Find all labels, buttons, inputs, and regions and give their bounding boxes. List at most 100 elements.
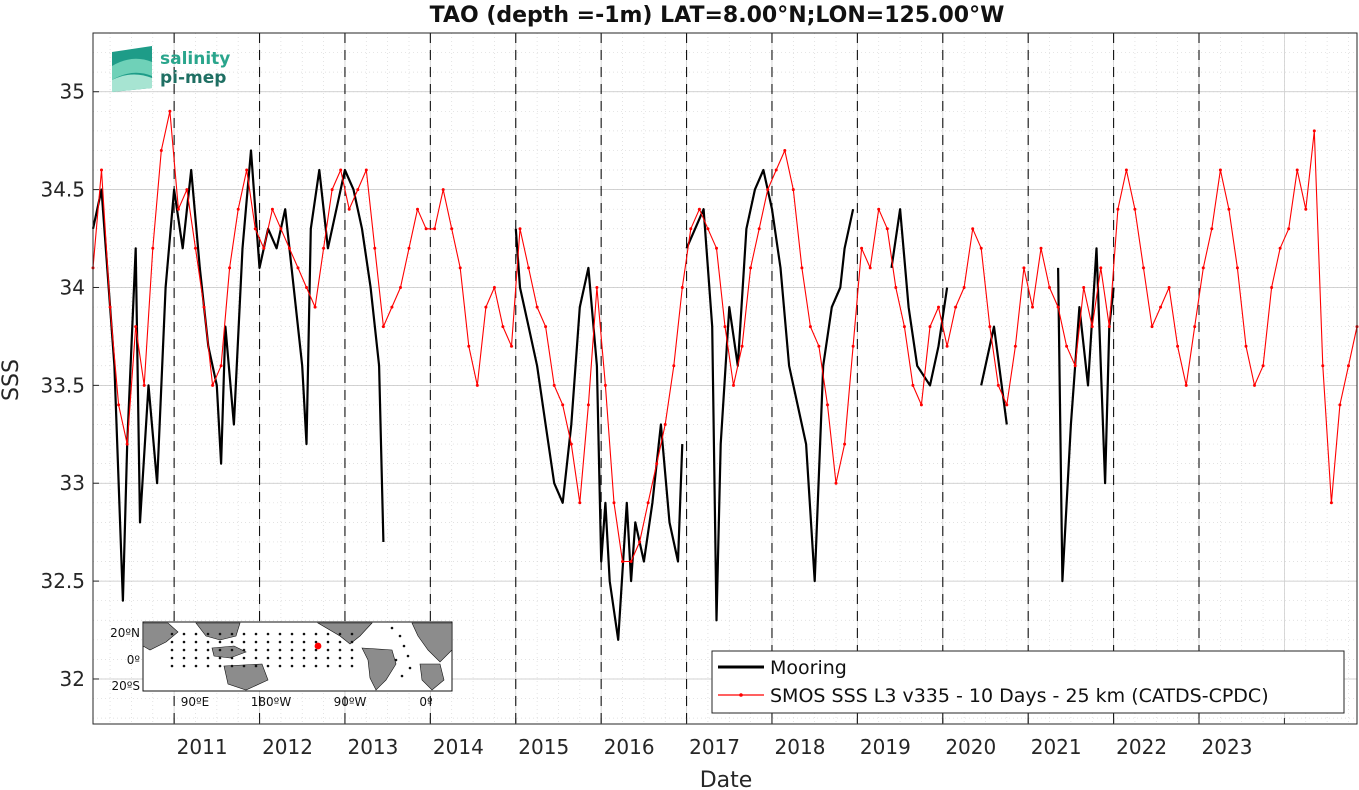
x-tick-label: 2011 — [177, 735, 228, 759]
data-point-smos — [544, 325, 548, 329]
data-point-smos — [1227, 207, 1231, 211]
data-point-smos — [971, 227, 975, 231]
data-point-smos — [492, 286, 496, 289]
buoy-marker — [182, 648, 186, 652]
data-point-smos — [313, 305, 317, 309]
data-point-smos — [1005, 403, 1009, 407]
data-point-smos — [928, 325, 932, 329]
buoy-marker — [290, 656, 294, 660]
data-point-smos — [356, 188, 360, 192]
x-tick-label: 2012 — [262, 735, 313, 759]
buoy-marker — [242, 640, 246, 644]
buoy-marker — [338, 640, 342, 644]
data-point-smos — [1099, 266, 1103, 270]
data-point-smos — [1193, 325, 1197, 329]
buoy-marker — [350, 640, 354, 644]
data-point-smos — [808, 325, 812, 329]
map-lat-label-20s: 20ºS — [111, 679, 140, 693]
data-point-smos — [1321, 364, 1325, 368]
buoy-marker — [278, 640, 282, 644]
data-point-smos — [236, 207, 240, 211]
y-tick-label: 33 — [60, 471, 85, 495]
buoy-marker — [278, 648, 282, 652]
data-point-smos — [1116, 207, 1120, 211]
x-tick-label: 2019 — [860, 735, 911, 759]
data-point-smos — [996, 383, 1000, 387]
data-point-smos — [1048, 286, 1051, 289]
data-point-smos — [1031, 305, 1034, 309]
buoy-marker — [206, 640, 210, 644]
data-point-smos — [510, 344, 513, 348]
data-point-smos — [142, 383, 146, 387]
data-point-smos — [441, 188, 445, 192]
buoy-marker — [242, 664, 246, 668]
series-line-mooring — [91, 149, 1115, 641]
data-point-smos — [774, 168, 778, 172]
data-point-smos — [211, 383, 215, 387]
data-point-smos — [535, 305, 539, 309]
data-point-smos — [407, 246, 411, 250]
data-point-smos — [1039, 246, 1043, 250]
buoy-marker — [218, 648, 222, 652]
data-point-smos — [646, 501, 650, 505]
buoy-marker — [402, 644, 406, 648]
buoy-marker — [230, 648, 234, 652]
buoy-marker — [408, 666, 412, 670]
buoy-marker — [266, 664, 270, 668]
data-point-smos — [800, 266, 804, 270]
buoy-marker — [206, 632, 210, 636]
y-axis-label: SSS — [0, 359, 24, 401]
data-point-smos — [475, 383, 479, 387]
data-point-smos — [1013, 344, 1017, 348]
data-point-smos — [894, 286, 898, 289]
buoy-marker — [338, 648, 342, 652]
data-point-smos — [125, 442, 129, 446]
buoy-marker — [218, 632, 222, 636]
data-point-smos — [467, 344, 471, 348]
salinity-pi-mep-logo: salinity pi-mep — [112, 46, 230, 92]
buoy-marker — [350, 648, 354, 652]
data-point-smos — [1235, 266, 1239, 270]
data-point-smos — [612, 501, 616, 505]
data-point-smos — [689, 227, 693, 231]
y-tick-label: 34 — [60, 275, 85, 299]
data-point-smos — [766, 188, 770, 192]
data-point-smos — [287, 246, 291, 250]
buoy-marker — [254, 656, 258, 660]
data-point-smos — [885, 227, 889, 231]
buoy-marker — [182, 656, 186, 660]
data-point-smos — [937, 305, 940, 309]
data-point-smos — [1295, 168, 1299, 172]
y-tick-label: 34.5 — [40, 178, 85, 202]
data-point-smos — [680, 286, 684, 289]
data-point-smos — [638, 540, 642, 544]
data-point-smos — [1347, 364, 1350, 368]
data-point-smos — [740, 344, 744, 348]
buoy-marker — [170, 640, 174, 644]
chart-title: TAO (depth =-1m) LAT=8.00°N;LON=125.00°W — [430, 3, 1005, 28]
buoy-marker — [194, 656, 198, 660]
data-point-smos — [552, 383, 556, 387]
data-point-smos — [868, 266, 872, 270]
buoy-marker — [218, 664, 222, 668]
y-tick-label: 32 — [60, 667, 85, 691]
data-point-smos — [603, 383, 607, 387]
data-point-smos — [228, 266, 232, 270]
data-point-smos — [1329, 501, 1333, 505]
plot-frame — [92, 32, 1358, 725]
data-point-smos — [330, 188, 334, 192]
y-tick-label: 32.5 — [40, 569, 85, 593]
buoy-marker — [350, 664, 354, 668]
data-point-smos — [578, 501, 582, 505]
buoy-marker — [254, 664, 258, 668]
data-point-smos — [757, 227, 761, 231]
data-point-smos — [783, 149, 787, 152]
buoy-marker — [242, 632, 246, 636]
buoy-marker — [182, 640, 186, 644]
buoy-marker — [266, 656, 270, 660]
data-point-smos — [176, 207, 180, 211]
data-point-smos — [979, 246, 983, 250]
buoy-marker — [302, 664, 306, 668]
buoy-marker — [194, 632, 198, 636]
